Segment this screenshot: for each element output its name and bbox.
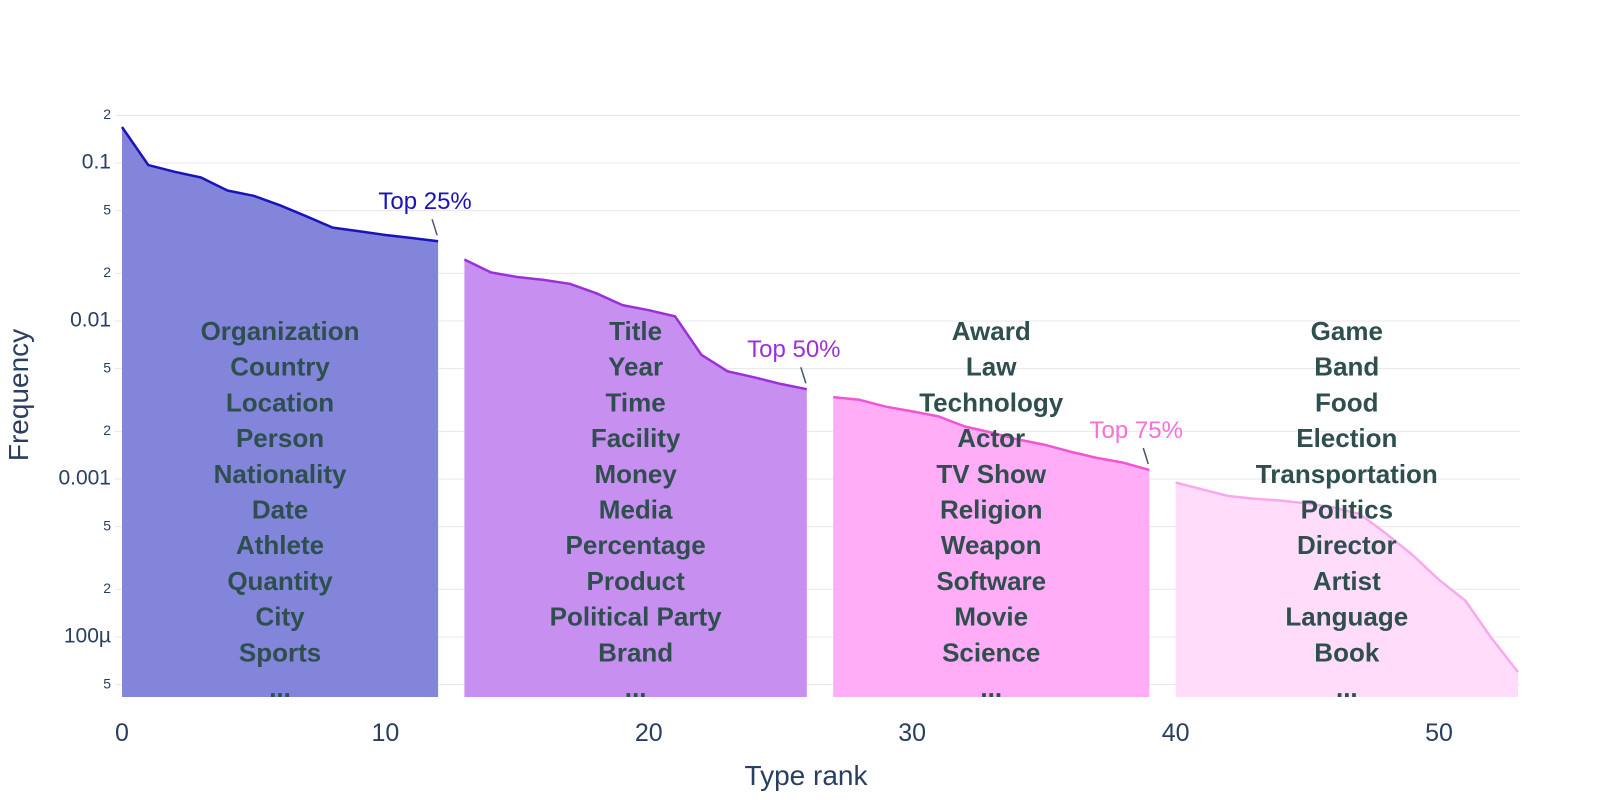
type-label: TV Show xyxy=(936,459,1047,489)
type-label: Person xyxy=(236,423,324,453)
type-label: Money xyxy=(594,459,677,489)
type-label: Country xyxy=(230,352,330,382)
area-line-top-75 xyxy=(833,395,1150,472)
y-tick-label: 5 xyxy=(103,201,111,217)
y-tick-label: 0.001 xyxy=(58,467,111,490)
annotation-pointer-top-50 xyxy=(800,367,807,384)
type-label: Political Party xyxy=(550,602,722,632)
y-tick-label: 2 xyxy=(103,264,111,280)
type-label: Transportation xyxy=(1256,459,1438,489)
annotation-top-25: Top 25% xyxy=(378,188,471,215)
x-tick-label: 10 xyxy=(371,719,399,747)
x-tick-label: 0 xyxy=(115,719,129,747)
label-layer: Organization Country Location Person Nationa… xyxy=(201,316,1438,703)
type-label: Award xyxy=(952,316,1031,346)
x-tick-label: 20 xyxy=(635,719,663,747)
area-line-top-50 xyxy=(463,258,808,391)
type-label: Religion xyxy=(940,495,1043,525)
type-label: Sports xyxy=(239,637,321,667)
type-label: Politics xyxy=(1301,495,1393,525)
type-label: Technology xyxy=(919,387,1064,417)
y-tick-label: 2 xyxy=(103,580,111,596)
y-tick-label: 5 xyxy=(103,675,111,691)
annotation-top-75: Top 75% xyxy=(1090,417,1183,444)
area-line-top-100 xyxy=(1175,481,1519,673)
type-label: ... xyxy=(269,673,291,703)
x-tick-label: 40 xyxy=(1162,719,1190,747)
x-tick-label: 50 xyxy=(1425,719,1453,747)
type-label: Director xyxy=(1297,530,1397,560)
type-label: City xyxy=(255,602,305,632)
x-axis-title: Type rank xyxy=(745,760,869,791)
type-label: Science xyxy=(942,637,1040,667)
area-fill-top-100 xyxy=(1175,482,1518,697)
type-label: Date xyxy=(252,495,308,525)
type-label: ... xyxy=(1336,673,1358,703)
type-label: Title xyxy=(609,316,662,346)
y-tick-label: 2 xyxy=(103,422,111,438)
type-label: Game xyxy=(1311,316,1383,346)
type-label: Nationality xyxy=(214,459,347,489)
type-label: Facility xyxy=(591,423,681,453)
type-label: Law xyxy=(966,352,1017,382)
annotation-top-50: Top 50% xyxy=(747,336,840,363)
type-label: Book xyxy=(1314,637,1380,667)
y-tick-label: 0.1 xyxy=(82,151,111,174)
type-label: Artist xyxy=(1313,566,1381,596)
type-label: Software xyxy=(936,566,1046,596)
type-label: Time xyxy=(606,387,666,417)
type-label: ... xyxy=(625,673,647,703)
area-fill-top-25 xyxy=(122,127,439,697)
type-label: Actor xyxy=(957,423,1025,453)
type-label: Movie xyxy=(954,602,1028,632)
type-label: Product xyxy=(587,566,686,596)
type-label: Election xyxy=(1296,423,1397,453)
area-line-top-25 xyxy=(120,126,439,243)
y-tick-label: 5 xyxy=(103,517,111,533)
type-label: Weapon xyxy=(941,530,1042,560)
type-label: Band xyxy=(1314,352,1379,382)
y-tick-label: 2 xyxy=(103,106,111,122)
type-label: Organization xyxy=(201,316,360,346)
type-label: Brand xyxy=(598,637,673,667)
type-label: Year xyxy=(608,352,663,382)
y-tick-label: 0.01 xyxy=(70,309,111,332)
type-label: Quantity xyxy=(227,566,333,596)
type-label: ... xyxy=(980,673,1002,703)
type-label: Language xyxy=(1285,602,1408,632)
annotation-pointer-top-75 xyxy=(1142,447,1149,465)
y-tick-label: 100µ xyxy=(64,625,111,648)
type-label: Food xyxy=(1315,387,1379,417)
area-layer xyxy=(120,126,1519,697)
annotation-pointer-top-25 xyxy=(431,218,438,236)
y-axis-title: Frequency xyxy=(3,329,34,461)
type-label: Percentage xyxy=(566,530,706,560)
annotation-layer: Top 25% Top 50% Top 75% xyxy=(378,188,1183,465)
x-tick-label: 30 xyxy=(898,719,926,747)
y-tick-label: 5 xyxy=(103,359,111,375)
area-fill-top-50 xyxy=(464,259,807,697)
type-label: Location xyxy=(226,387,334,417)
area-fill-top-75 xyxy=(833,397,1150,697)
type-label: Athlete xyxy=(236,530,324,560)
type-label: Media xyxy=(599,495,673,525)
